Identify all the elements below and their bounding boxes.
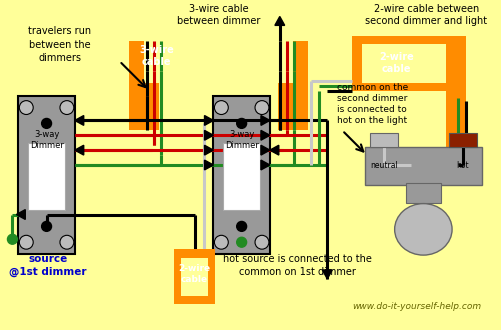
Circle shape: [255, 101, 269, 115]
Polygon shape: [261, 115, 270, 125]
Text: common on the
second dimmer
is connected to
hot on the light: common on the second dimmer is connected…: [337, 83, 408, 125]
Polygon shape: [75, 115, 84, 125]
Text: 3-way
Dimmer: 3-way Dimmer: [224, 130, 258, 150]
Circle shape: [236, 118, 246, 128]
Bar: [28, 143, 65, 210]
Text: 2-wire
cable: 2-wire cable: [178, 264, 210, 283]
Text: 2-wire
cable: 2-wire cable: [378, 52, 413, 74]
Circle shape: [214, 101, 228, 115]
Text: 3-way
Dimmer: 3-way Dimmer: [30, 130, 64, 150]
Bar: [445, 91, 465, 165]
Bar: [369, 133, 397, 147]
Text: www.do-it-yourself-help.com: www.do-it-yourself-help.com: [351, 302, 480, 311]
Polygon shape: [322, 270, 332, 279]
Bar: [277, 71, 307, 130]
Bar: [223, 143, 260, 210]
Bar: [144, 41, 292, 83]
Polygon shape: [204, 130, 213, 140]
Text: hot source is connected to the
common on 1st dimmer: hot source is connected to the common on…: [223, 254, 371, 277]
Polygon shape: [75, 145, 84, 155]
Bar: [213, 96, 270, 254]
Circle shape: [20, 235, 33, 249]
Bar: [364, 147, 481, 185]
Bar: [180, 258, 208, 296]
Circle shape: [60, 235, 74, 249]
Text: travelers run
between the
dimmers: travelers run between the dimmers: [29, 26, 91, 63]
Ellipse shape: [394, 204, 451, 255]
Text: source
@1st dimmer: source @1st dimmer: [10, 254, 87, 277]
Bar: [19, 96, 75, 254]
Text: 3-wire
cable: 3-wire cable: [139, 45, 173, 67]
Polygon shape: [261, 160, 270, 170]
Polygon shape: [204, 145, 213, 155]
Bar: [173, 249, 215, 304]
Circle shape: [255, 235, 269, 249]
Bar: [351, 36, 465, 91]
Bar: [129, 41, 307, 71]
Bar: [129, 71, 159, 130]
Circle shape: [42, 118, 52, 128]
Circle shape: [8, 234, 18, 244]
Text: 3-wire cable
between dimmer: 3-wire cable between dimmer: [176, 4, 260, 26]
Text: neutral: neutral: [369, 161, 397, 171]
Circle shape: [60, 101, 74, 115]
Bar: [448, 133, 476, 147]
Polygon shape: [17, 210, 25, 219]
Polygon shape: [275, 16, 284, 25]
Text: hot: hot: [456, 161, 468, 171]
Circle shape: [42, 221, 52, 231]
Polygon shape: [270, 145, 278, 155]
Polygon shape: [204, 115, 213, 125]
Bar: [361, 44, 445, 83]
Polygon shape: [261, 130, 270, 140]
Circle shape: [236, 237, 246, 247]
Text: 2-wire cable between
second dimmer and light: 2-wire cable between second dimmer and l…: [365, 4, 486, 26]
Polygon shape: [261, 145, 270, 155]
Circle shape: [214, 235, 228, 249]
Circle shape: [20, 101, 33, 115]
Circle shape: [236, 221, 246, 231]
Bar: [405, 183, 440, 203]
Polygon shape: [204, 160, 213, 170]
